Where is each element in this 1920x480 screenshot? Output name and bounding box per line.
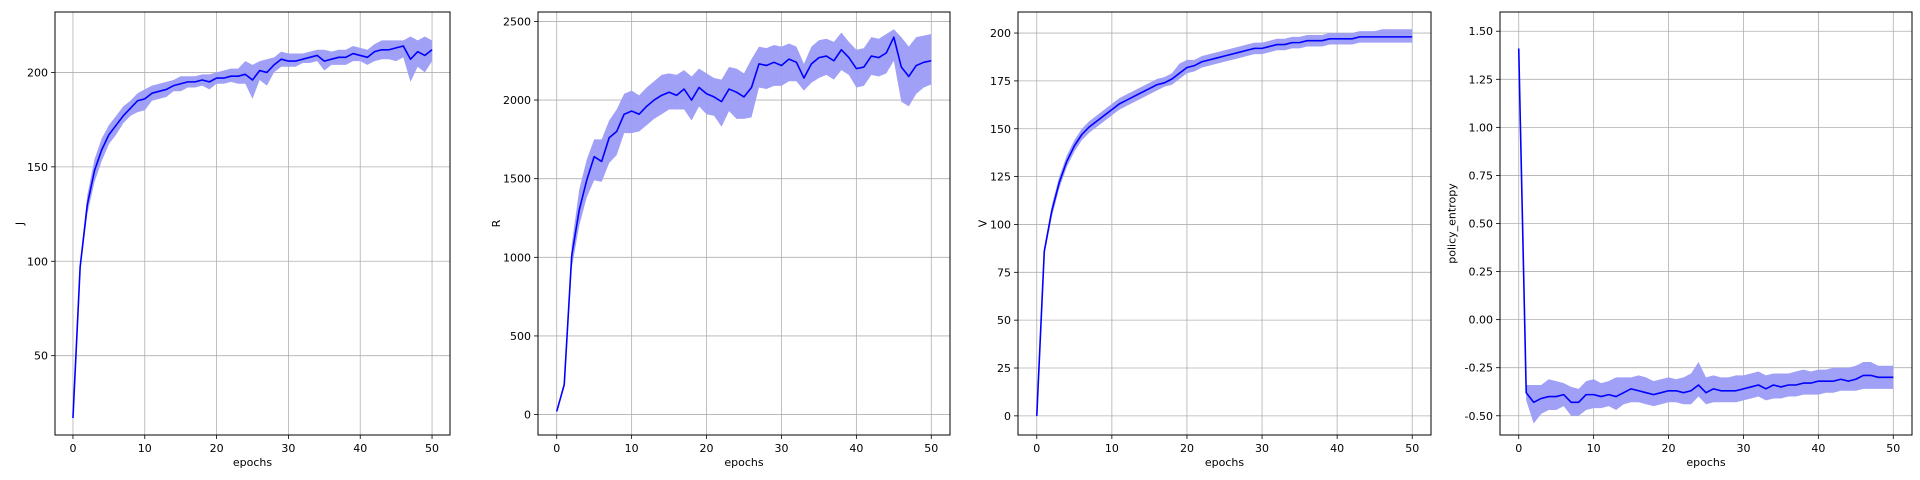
c0-x-tick-label: 0	[69, 442, 76, 455]
c1-axes-frame	[537, 11, 951, 436]
c1-x-tick-label: 20	[700, 442, 714, 455]
c1-x-tick-label: 0	[553, 442, 560, 455]
c1-y-tick-label: 1500	[503, 173, 531, 186]
c1-y-tick-label: 500	[510, 330, 531, 343]
c2-y-tick-label: 150	[990, 123, 1011, 136]
c2-y-tick-label: 200	[990, 27, 1011, 40]
c2-y-axis-label: V	[977, 219, 990, 227]
c0-mean-line	[72, 45, 433, 419]
c3-x-tick-label: 40	[1811, 442, 1825, 455]
c1-y-tick-label: 0	[524, 409, 531, 422]
c1-x-tick-label: 30	[774, 442, 788, 455]
c2-y-tick-label: 25	[997, 362, 1011, 375]
c3-y-tick-label: 1.50	[1469, 25, 1494, 38]
c3-x-tick-label: 10	[1587, 442, 1601, 455]
c1-y-tick-label: 2000	[503, 94, 531, 107]
c1-x-tick-label: 10	[625, 442, 639, 455]
c3-x-tick-label: 30	[1736, 442, 1750, 455]
chart-panel-j: 0 10 20 30 40 50 50 100 150 200 epochs J	[14, 11, 451, 469]
c3-y-tick-label: 0.25	[1469, 266, 1494, 279]
c3-y-axis-label: policy_entropy	[1446, 183, 1459, 264]
c2-mean-line	[1035, 36, 1413, 416]
c3-mean-line	[1517, 48, 1894, 404]
c3-x-tick-label: 0	[1515, 442, 1522, 455]
c0-x-tick-label: 20	[210, 442, 224, 455]
c0-confidence-band	[72, 36, 433, 419]
c2-y-tick-label: 125	[990, 171, 1011, 184]
c0-y-tick-label: 100	[27, 255, 48, 268]
c2-y-tick-label: 0	[1004, 410, 1011, 423]
c0-y-tick-label: 150	[27, 161, 48, 174]
c2-y-tick-label: 75	[997, 266, 1011, 279]
c0-y-axis-label: J	[14, 222, 27, 226]
c2-x-tick-label: 10	[1105, 442, 1119, 455]
c1-y-tick-label: 2500	[503, 15, 531, 28]
c2-confidence-band	[1036, 29, 1413, 416]
chart-panel-policy-entropy: 0 10 20 30 40 50 -0.50 -0.25 0.00 0.25 0.50 0.75 1.0…	[1446, 11, 1913, 469]
c0-x-axis-label: epochs	[233, 456, 272, 469]
c2-y-tick-label: 175	[990, 75, 1011, 88]
c0-y-tick-label: 200	[27, 66, 48, 79]
c0-x-tick-label: 40	[353, 442, 367, 455]
c1-y-axis-label: R	[490, 219, 503, 227]
c1-y-tick-label: 1000	[503, 251, 531, 264]
c2-x-tick-label: 30	[1255, 442, 1269, 455]
c3-x-tick-label: 20	[1662, 442, 1676, 455]
c3-y-tick-label: -0.25	[1465, 362, 1493, 375]
c2-x-tick-label: 40	[1330, 442, 1344, 455]
c3-y-tick-label: 0.75	[1469, 169, 1494, 182]
c3-confidence-band	[1518, 48, 1894, 424]
c2-y-tick-label: 100	[990, 218, 1011, 231]
c3-y-tick-label: 0.00	[1469, 314, 1494, 327]
c0-x-tick-label: 10	[138, 442, 152, 455]
c3-y-tick-label: 1.00	[1469, 121, 1494, 134]
c2-x-tick-label: 0	[1033, 442, 1040, 455]
c2-axes-frame	[1017, 11, 1432, 436]
c3-y-tick-label: 0.50	[1469, 218, 1494, 231]
c3-x-axis-label: epochs	[1686, 456, 1725, 469]
c0-y-tick-label: 50	[34, 350, 48, 363]
c1-confidence-band	[556, 29, 932, 412]
c1-mean-line	[555, 36, 932, 412]
c3-y-tick-label: -0.50	[1465, 410, 1493, 423]
c2-x-axis-label: epochs	[1205, 456, 1244, 469]
c3-y-tick-label: 1.25	[1469, 73, 1494, 86]
c0-axes-frame	[54, 11, 451, 436]
c2-y-tick-label: 50	[997, 314, 1011, 327]
c1-x-tick-label: 50	[924, 442, 938, 455]
c2-x-tick-label: 50	[1405, 442, 1419, 455]
c1-x-tick-label: 40	[849, 442, 863, 455]
c3-x-tick-label: 50	[1886, 442, 1900, 455]
c0-x-tick-label: 30	[281, 442, 295, 455]
c1-x-axis-label: epochs	[724, 456, 763, 469]
c0-x-tick-label: 50	[425, 442, 439, 455]
c2-x-tick-label: 20	[1180, 442, 1194, 455]
chart-panel-v: 0 10 20 30 40 50 0 25 50 75 100 125 150 175 200 epochs V	[977, 11, 1432, 469]
